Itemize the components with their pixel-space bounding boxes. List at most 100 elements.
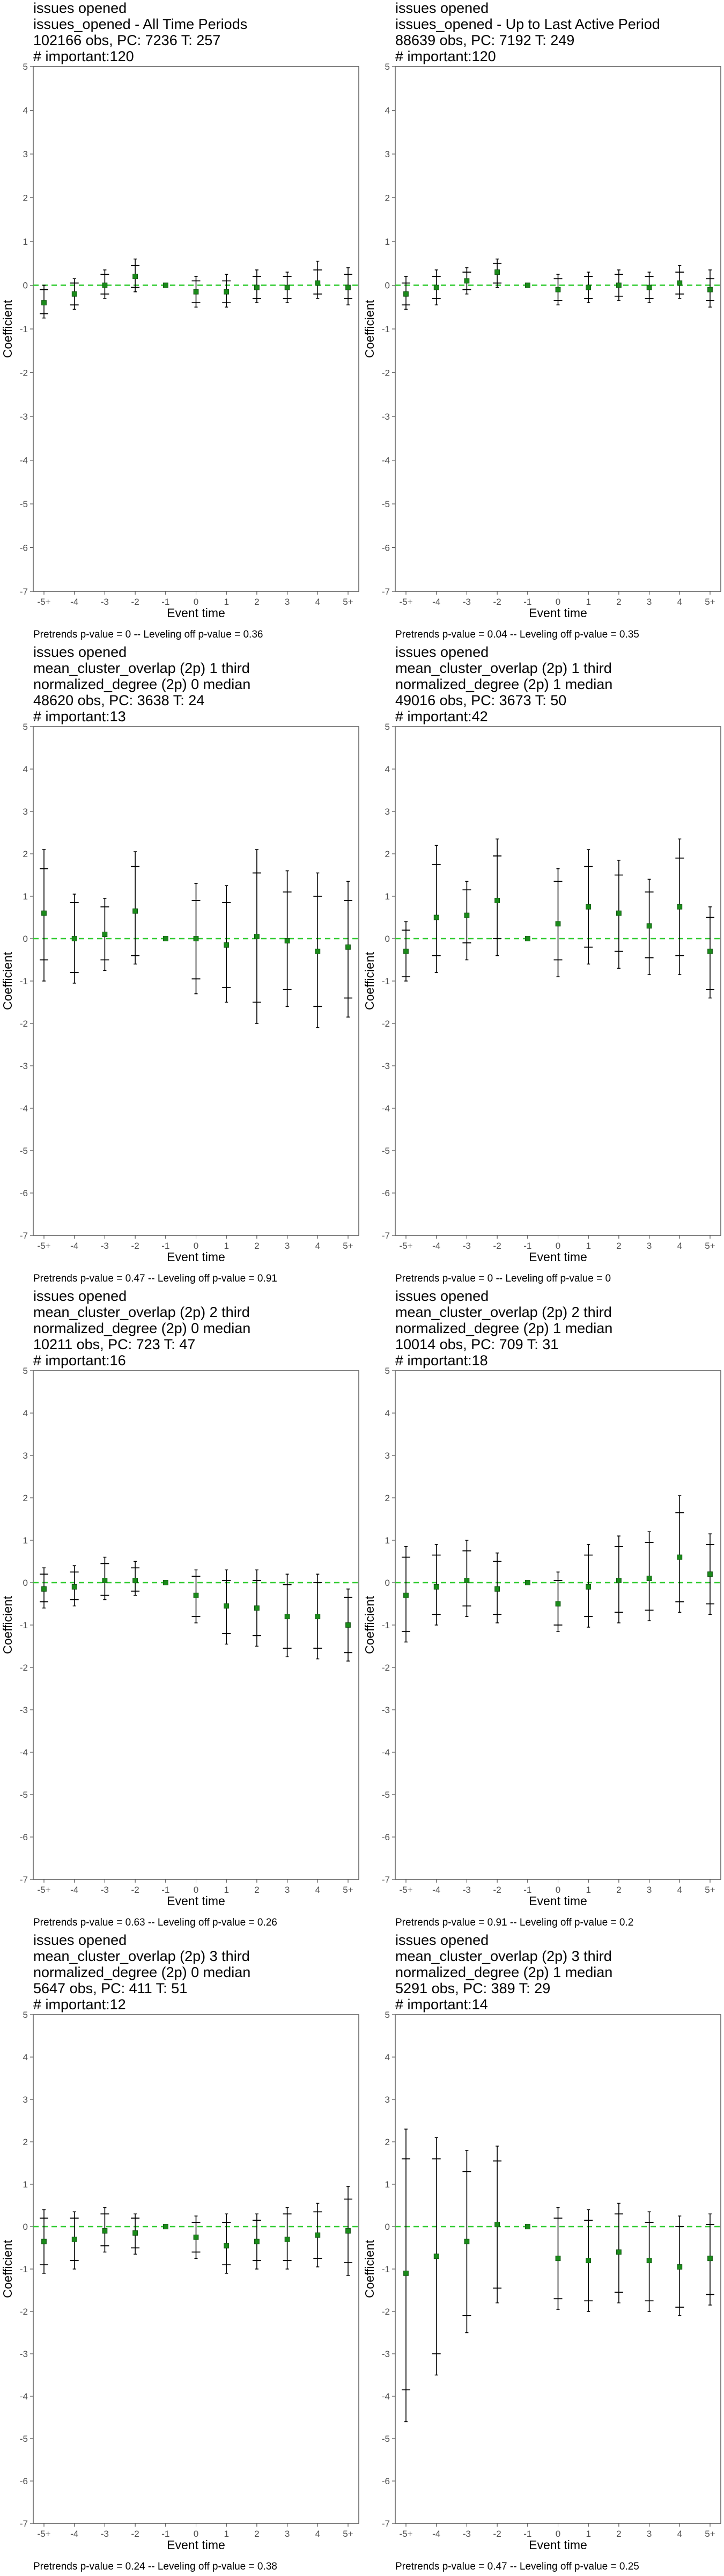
y-tick-label: 1 bbox=[385, 891, 390, 902]
y-tick-label: -7 bbox=[382, 2519, 390, 2529]
coefficient-point bbox=[162, 1580, 168, 1585]
y-tick-label: -6 bbox=[20, 543, 28, 553]
x-tick-label: 3 bbox=[647, 1241, 652, 1251]
chart-title-line: issues_opened - All Time Periods bbox=[33, 16, 248, 32]
y-tick-label: -6 bbox=[382, 2476, 390, 2486]
chart-title-line: 5291 obs, PC: 389 T: 29 bbox=[395, 1980, 551, 1996]
x-tick-label: 4 bbox=[315, 597, 320, 607]
p-value-note: Pretrends p-value = 0.91 -- Leveling off… bbox=[395, 1917, 634, 1928]
coefficient-point bbox=[254, 2238, 260, 2244]
x-tick-label: -2 bbox=[493, 2529, 501, 2539]
coefficient-point bbox=[677, 904, 683, 910]
y-tick-label: 0 bbox=[23, 1578, 28, 1588]
coefficient-point bbox=[224, 289, 230, 295]
chart-title-line: mean_cluster_overlap (2p) 1 third bbox=[395, 660, 612, 676]
x-tick-label: -5+ bbox=[399, 2529, 412, 2539]
y-tick-label: 1 bbox=[385, 2179, 390, 2190]
y-tick-label: -4 bbox=[382, 1103, 390, 1114]
chart-plot: 5 4 3 2 1 0 -1 -2 -3 -4 -5 -6 -7 -5+ -4 -3 -2 -1 0 1 2 3 4 5+ Ev… bbox=[363, 62, 721, 620]
x-tick-label: -3 bbox=[101, 2529, 109, 2539]
coefficient-point bbox=[555, 2256, 561, 2262]
x-tick-label: -3 bbox=[101, 1241, 109, 1251]
y-tick-label: 2 bbox=[385, 193, 390, 203]
y-tick-label: -3 bbox=[382, 1061, 390, 1071]
chart-plot: 5 4 3 2 1 0 -1 -2 -3 -4 -5 -6 -7 -5+ -4 -3 -2 -1 0 1 2 3 4 5+ Ev… bbox=[1, 722, 359, 1264]
coefficient-point bbox=[646, 284, 652, 290]
coefficient-point bbox=[494, 1586, 500, 1592]
y-axis-label: Coefficient bbox=[363, 1596, 376, 1654]
coefficient-point bbox=[224, 942, 230, 948]
x-tick-label: -5+ bbox=[37, 1241, 50, 1251]
coefficient-point bbox=[464, 1578, 470, 1583]
coefficient-point bbox=[41, 300, 47, 305]
coefficient-point bbox=[677, 2264, 683, 2270]
y-tick-label: 1 bbox=[385, 1535, 390, 1546]
y-tick-label: 5 bbox=[23, 2010, 28, 2020]
x-tick-label: 4 bbox=[315, 2529, 320, 2539]
x-tick-label: -1 bbox=[523, 1241, 531, 1251]
y-tick-label: 4 bbox=[23, 106, 28, 116]
y-tick-label: -4 bbox=[20, 1103, 28, 1114]
coefficient-point bbox=[193, 1592, 199, 1598]
y-tick-label: -4 bbox=[20, 1747, 28, 1758]
x-tick-label: -1 bbox=[523, 2529, 531, 2539]
coefficient-point bbox=[132, 1578, 138, 1583]
y-tick-label: 5 bbox=[385, 62, 390, 72]
x-tick-label: 5+ bbox=[705, 1885, 715, 1895]
y-tick-label: -1 bbox=[20, 2264, 28, 2274]
coefficient-point bbox=[464, 278, 470, 284]
x-tick-label: -2 bbox=[493, 1241, 501, 1251]
y-tick-label: -1 bbox=[20, 976, 28, 986]
x-tick-label: -4 bbox=[432, 2529, 440, 2539]
y-tick-label: 1 bbox=[23, 2179, 28, 2190]
y-tick-label: 3 bbox=[385, 807, 390, 817]
chart-title-line: 10211 obs, PC: 723 T: 47 bbox=[33, 1336, 196, 1352]
x-tick-label: 0 bbox=[194, 2529, 198, 2539]
x-tick-label: -4 bbox=[432, 1885, 440, 1895]
coefficient-point bbox=[403, 948, 409, 954]
y-tick-label: 3 bbox=[385, 1451, 390, 1461]
chart-panel: issues opened mean_cluster_overlap (2p) 2… bbox=[362, 1288, 724, 1932]
x-tick-label: -3 bbox=[101, 1885, 109, 1895]
x-tick-label: 3 bbox=[647, 2529, 652, 2539]
y-tick-label: 5 bbox=[23, 722, 28, 732]
y-tick-label: 4 bbox=[385, 764, 390, 774]
y-tick-label: -5 bbox=[382, 2434, 390, 2444]
chart-title-line: # important:120 bbox=[395, 48, 496, 64]
chart-plot: 5 4 3 2 1 0 -1 -2 -3 -4 -5 -6 -7 -5+ -4 -3 -2 -1 0 1 2 3 4 5+ Ev… bbox=[363, 2010, 721, 2552]
chart-panel: issues opened mean_cluster_overlap (2p) 3… bbox=[362, 1932, 724, 2576]
chart-title-line: issues_opened - Up to Last Active Period bbox=[395, 16, 660, 32]
y-tick-label: 3 bbox=[385, 149, 390, 159]
y-tick-label: -3 bbox=[20, 412, 28, 422]
chart-title-line: normalized_degree (2p) 0 median bbox=[33, 676, 251, 692]
chart-title-line: 102166 obs, PC: 7236 T: 257 bbox=[33, 32, 221, 48]
y-tick-label: -7 bbox=[382, 1875, 390, 1885]
x-tick-label: -4 bbox=[432, 597, 440, 607]
y-tick-label: -4 bbox=[20, 456, 28, 466]
x-tick-label: -1 bbox=[161, 2529, 169, 2539]
x-tick-label: -2 bbox=[131, 2529, 139, 2539]
y-tick-label: -1 bbox=[20, 1620, 28, 1630]
coefficient-point bbox=[132, 274, 138, 280]
y-tick-label: -5 bbox=[20, 2434, 28, 2444]
x-tick-label: 3 bbox=[285, 1241, 290, 1251]
y-tick-label: 0 bbox=[23, 934, 28, 944]
chart-plot: 5 4 3 2 1 0 -1 -2 -3 -4 -5 -6 -7 -5+ -4 -3 -2 -1 0 1 2 3 4 5+ Ev… bbox=[363, 722, 721, 1264]
chart-title-line: # important:42 bbox=[395, 708, 488, 724]
y-tick-label: -7 bbox=[20, 2519, 28, 2529]
y-tick-label: -7 bbox=[382, 587, 390, 597]
coefficient-point bbox=[224, 2243, 230, 2249]
coefficient-point bbox=[616, 2249, 622, 2255]
coefficient-point bbox=[433, 284, 439, 290]
chart-title-line: 5647 obs, PC: 411 T: 51 bbox=[33, 1980, 188, 1996]
y-tick-label: -4 bbox=[382, 456, 390, 466]
coefficient-point bbox=[494, 269, 500, 275]
x-tick-label: -1 bbox=[523, 597, 531, 607]
coefficient-point bbox=[555, 287, 561, 292]
x-tick-label: 1 bbox=[586, 1885, 590, 1895]
y-tick-label: 3 bbox=[23, 149, 28, 159]
x-tick-label: 1 bbox=[224, 2529, 228, 2539]
coefficient-point bbox=[586, 904, 592, 910]
coefficient-point bbox=[193, 2234, 199, 2240]
y-tick-label: -2 bbox=[20, 2307, 28, 2317]
